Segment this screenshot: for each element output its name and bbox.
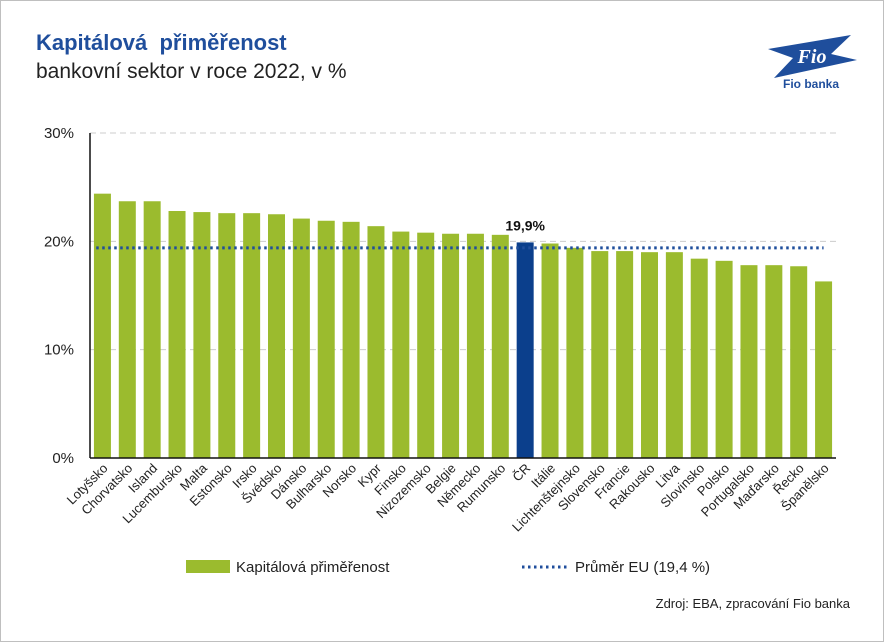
y-tick-label: 20% [44, 233, 74, 250]
bar-20 [591, 251, 609, 458]
bar-29 [815, 281, 833, 458]
legend-bar-swatch [186, 560, 230, 573]
bar-5 [218, 213, 236, 458]
y-tick-label: 0% [52, 450, 74, 467]
bar-17 [516, 242, 534, 458]
bar-0 [93, 193, 111, 458]
bar-26 [740, 265, 758, 458]
x-tick-labels: LotyšskoChorvatskoIslandLucemburskoMalta… [64, 460, 832, 535]
grid-lines [90, 132, 836, 351]
bar-14 [442, 233, 460, 458]
legend-line-label: Průměr EU (19,4 %) [575, 559, 710, 576]
fio-logo: Fio Fio banka [768, 35, 857, 91]
bar-18 [541, 243, 559, 458]
bar-2 [143, 201, 161, 458]
bars [93, 193, 833, 458]
logo-caption: Fio banka [783, 77, 839, 91]
bar-9 [317, 220, 335, 458]
bar-3 [168, 211, 186, 458]
chart-title: Kapitálová přiměřenost [36, 30, 287, 55]
highlight-value-label: 19,9% [505, 217, 545, 233]
legend: Kapitálová přiměřenost Průměr EU (19,4 %… [186, 559, 710, 576]
bar-23 [665, 252, 683, 458]
chart-subtitle: bankovní sektor v roce 2022, v % [36, 60, 347, 83]
axes [89, 133, 836, 459]
bar-13 [417, 232, 435, 458]
bar-7 [268, 214, 285, 458]
bar-24 [690, 258, 708, 458]
y-tick-label: 30% [44, 125, 74, 142]
bar-1 [118, 201, 136, 458]
bar-28 [790, 266, 808, 458]
bar-12 [392, 231, 410, 458]
logo-mark: Fio [797, 46, 827, 68]
bar-22 [641, 252, 658, 458]
logo-arrow-shape [768, 35, 857, 78]
bar-16 [491, 234, 509, 458]
bar-15 [466, 233, 484, 458]
bar-19 [566, 247, 584, 458]
bar-25 [715, 260, 733, 458]
bar-8 [292, 218, 310, 458]
legend-bar-label: Kapitálová přiměřenost [236, 559, 390, 576]
source-note: Zdroj: EBA, zpracování Fio banka [655, 596, 850, 611]
y-tick-label: 10% [44, 342, 74, 359]
bar-4 [193, 212, 211, 458]
bar-27 [765, 265, 783, 458]
bar-10 [342, 221, 360, 458]
bar-6 [243, 213, 261, 458]
bar-21 [616, 251, 634, 458]
y-tick-labels: 0% 10% 20% 30% [44, 125, 74, 467]
bar-11 [367, 226, 385, 458]
